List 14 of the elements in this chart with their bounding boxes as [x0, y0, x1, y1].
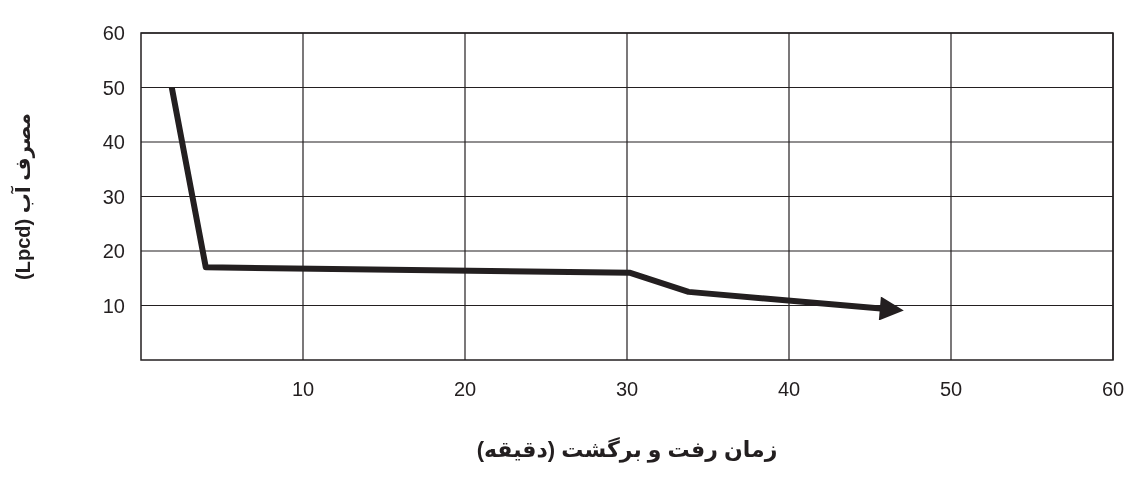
y-tick-label: 10: [102, 294, 125, 317]
x-tick-label: 40: [777, 378, 801, 400]
x-tick-label: 10: [291, 378, 315, 400]
y-tick-label: 50: [102, 76, 125, 99]
x-axis-title: زمان رفت و برگشت (دقیقه): [476, 436, 778, 463]
y-tick-label: 60: [102, 22, 125, 44]
y-tick-label: 40: [102, 131, 125, 153]
y-axis-title: مصرف آب (Lpcd): [10, 113, 35, 280]
y-tick-label: 20: [102, 240, 125, 262]
x-tick-label: 20: [453, 378, 477, 400]
y-tick-label: 30: [102, 185, 125, 208]
x-tick-label: 50: [939, 378, 963, 400]
x-tick-label: 30: [615, 378, 639, 400]
x-tick-label: 60: [1101, 378, 1125, 400]
